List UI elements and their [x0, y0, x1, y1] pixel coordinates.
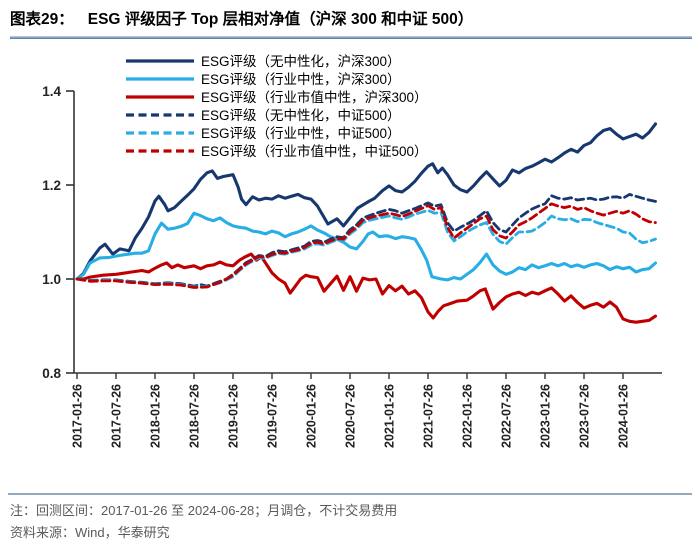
- y-tick-label: 1.0: [42, 272, 61, 287]
- footer-divider: [8, 493, 692, 495]
- series-esg-ind-hs300: [75, 211, 658, 282]
- figure-title-row: 图表29： ESG 评级因子 Top 层相对净值（沪深 300 和中证 500）: [10, 7, 473, 29]
- y-tick-label: 1.4: [42, 84, 61, 99]
- legend-label-esg-indsize-zz500: ESG评级（行业市值中性，中证500）: [201, 143, 428, 159]
- figure-label: 图表29：: [10, 11, 74, 28]
- x-tick-label: 2023-01-26: [539, 384, 553, 448]
- x-tick-label: 2020-01-26: [305, 384, 319, 448]
- series-esg-none-zz500: [75, 192, 657, 288]
- y-tick-label: 1.2: [42, 178, 61, 193]
- y-tick-label: 0.8: [42, 366, 61, 381]
- x-tick-label: 2021-01-26: [383, 384, 397, 448]
- x-tick-label: 2024-01-26: [617, 384, 631, 448]
- x-tick-label: 2020-07-26: [344, 384, 358, 448]
- chart-source: 资料来源：Wind，华泰研究: [10, 525, 170, 540]
- legend-label-esg-indsize-hs300: ESG评级（行业市值中性，沪深300）: [201, 89, 428, 105]
- x-tick-label: 2022-01-26: [461, 384, 475, 448]
- x-tick-label: 2019-01-26: [227, 384, 241, 448]
- line-chart: 0.8 1.0 1.2 1.4 2017-01-26 2017-07-26 2018-01-…: [42, 54, 662, 448]
- x-tick-label: 2017-01-26: [71, 384, 85, 448]
- x-tick-label: 2018-07-26: [188, 384, 202, 448]
- figure-title: ESG 评级因子 Top 层相对净值（沪深 300 和中证 500）: [87, 11, 474, 28]
- title-divider: [10, 36, 692, 39]
- series-esg-indsize-zz500: [75, 202, 657, 289]
- x-tick-label: 2022-07-26: [500, 384, 514, 448]
- x-tick-label: 2018-01-26: [149, 384, 163, 448]
- legend-label-esg-ind-hs300: ESG评级（行业中性，沪深300）: [201, 72, 401, 87]
- legend-label-esg-none-zz500: ESG评级（无中性化，中证500）: [201, 108, 401, 123]
- legend-label-esg-ind-zz500: ESG评级（行业中性，中证500）: [201, 126, 401, 141]
- series-esg-none-hs300: [75, 122, 658, 281]
- chart-note: 注：回测区间：2017-01-26 至 2024-06-28；月调仓，不计交易费…: [10, 503, 398, 518]
- x-tick-label: 2021-07-26: [422, 384, 436, 448]
- x-tick-label: 2023-07-26: [578, 384, 592, 448]
- series-esg-ind-zz500: [75, 208, 657, 289]
- x-tick-label: 2017-07-26: [110, 384, 124, 448]
- x-tick-label: 2019-07-26: [266, 384, 280, 448]
- legend-label-esg-none-hs300: ESG评级（无中性化，沪深300）: [201, 54, 401, 69]
- series-esg-indsize-hs300: [75, 252, 658, 324]
